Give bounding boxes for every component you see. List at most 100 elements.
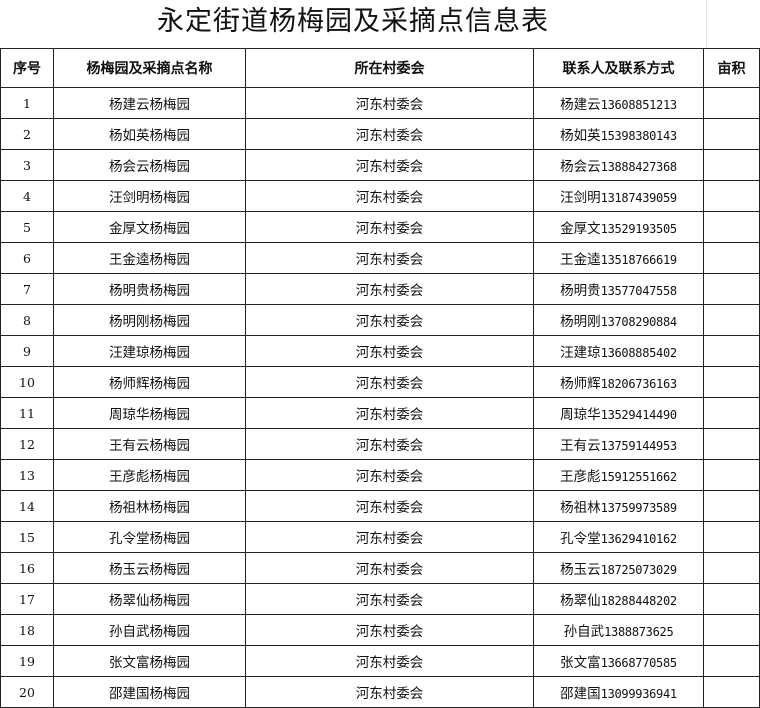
cell-village: 河东村委会 <box>245 335 534 367</box>
cell-area <box>703 87 760 119</box>
contact-name: 杨师辉 <box>560 376 601 392</box>
cell-name: 周琼华杨梅园 <box>53 397 246 429</box>
cell-contact: 张文富13668770585 <box>533 645 704 677</box>
contact-phone: 13577047558 <box>600 284 677 298</box>
cell-area <box>703 614 760 646</box>
cell-contact: 汪剑明13187439059 <box>533 180 704 212</box>
cell-contact: 杨会云13888427368 <box>533 149 704 181</box>
cell-name: 王有云杨梅园 <box>53 428 246 460</box>
contact-phone: 15912551662 <box>600 470 677 484</box>
contact-name: 孙自武 <box>563 624 605 640</box>
table-row: 12 王有云杨梅园 河东村委会 王有云13759144953 <box>0 428 760 460</box>
cell-area <box>703 211 760 243</box>
cell-no: 15 <box>0 521 54 553</box>
cell-contact: 孙自武1388873625 <box>533 614 704 646</box>
cell-name: 孙自武杨梅园 <box>53 614 246 646</box>
cell-village: 河东村委会 <box>245 304 534 336</box>
contact-phone: 13187439059 <box>600 191 677 205</box>
table-row: 10 杨师辉杨梅园 河东村委会 杨师辉18206736163 <box>0 366 760 398</box>
cell-name: 张文富杨梅园 <box>53 645 246 677</box>
cell-village: 河东村委会 <box>245 521 534 553</box>
cell-village: 河东村委会 <box>245 459 534 491</box>
contact-phone: 13759144953 <box>600 439 677 453</box>
cell-no: 20 <box>0 676 54 708</box>
table-row: 9 汪建琼杨梅园 河东村委会 汪建琼13608885402 <box>0 335 760 367</box>
contact-phone: 13529414490 <box>600 408 677 422</box>
cell-area <box>703 583 760 615</box>
header-no: 序号 <box>0 48 54 88</box>
cell-no: 13 <box>0 459 54 491</box>
contact-phone: 13608885402 <box>600 346 677 360</box>
contact-name: 杨祖林 <box>560 500 601 516</box>
cell-area <box>703 676 760 708</box>
cell-area <box>703 552 760 584</box>
table-row: 1 杨建云杨梅园 河东村委会 杨建云13608851213 <box>0 87 760 119</box>
cell-no: 2 <box>0 118 54 150</box>
cell-area <box>703 521 760 553</box>
header-name: 杨梅园及采摘点名称 <box>53 48 246 88</box>
contact-phone: 18206736163 <box>600 377 677 391</box>
cell-area <box>703 242 760 274</box>
contact-phone: 13518766619 <box>600 253 677 267</box>
table-row: 5 金厚文杨梅园 河东村委会 金厚文13529193505 <box>0 211 760 243</box>
contact-name: 杨翠仙 <box>560 593 601 609</box>
contact-name: 张文富 <box>560 655 601 671</box>
cell-no: 10 <box>0 366 54 398</box>
cell-no: 7 <box>0 273 54 305</box>
table-row: 6 王金逵杨梅园 河东村委会 王金逵13518766619 <box>0 242 760 274</box>
cell-area <box>703 366 760 398</box>
cell-name: 孔令堂杨梅园 <box>53 521 246 553</box>
cell-area <box>703 645 760 677</box>
header-contact: 联系人及联系方式 <box>533 48 704 88</box>
contact-phone: 15398380143 <box>600 129 677 143</box>
contact-name: 金厚文 <box>560 221 601 237</box>
cell-name: 汪剑明杨梅园 <box>53 180 246 212</box>
contact-name: 周琼华 <box>560 407 601 423</box>
cell-name: 王金逵杨梅园 <box>53 242 246 274</box>
cell-contact: 杨明贵13577047558 <box>533 273 704 305</box>
contact-phone: 1388873625 <box>604 625 674 639</box>
cell-village: 河东村委会 <box>245 397 534 429</box>
gridline <box>706 0 707 48</box>
contact-name: 王彦彪 <box>560 469 601 485</box>
cell-no: 9 <box>0 335 54 367</box>
page-title: 永定街道杨梅园及采摘点信息表 <box>157 6 549 37</box>
table-row: 16 杨玉云杨梅园 河东村委会 杨玉云18725073029 <box>0 552 760 584</box>
contact-name: 杨会云 <box>560 159 601 175</box>
contact-phone: 13608851213 <box>600 98 677 112</box>
cell-village: 河东村委会 <box>245 273 534 305</box>
table-row: 4 汪剑明杨梅园 河东村委会 汪剑明13187439059 <box>0 180 760 212</box>
table-row: 19 张文富杨梅园 河东村委会 张文富13668770585 <box>0 645 760 677</box>
cell-no: 17 <box>0 583 54 615</box>
cell-village: 河东村委会 <box>245 645 534 677</box>
contact-phone: 13759973589 <box>600 501 677 515</box>
cell-no: 6 <box>0 242 54 274</box>
cell-village: 河东村委会 <box>245 87 534 119</box>
cell-name: 杨明刚杨梅园 <box>53 304 246 336</box>
contact-name: 汪剑明 <box>560 190 601 206</box>
cell-contact: 孔令堂13629410162 <box>533 521 704 553</box>
table-row: 13 王彦彪杨梅园 河东村委会 王彦彪15912551662 <box>0 459 760 491</box>
cell-no: 16 <box>0 552 54 584</box>
contact-name: 孔令堂 <box>560 531 601 547</box>
contact-name: 杨建云 <box>560 97 601 113</box>
cell-area <box>703 149 760 181</box>
table-row: 17 杨翠仙杨梅园 河东村委会 杨翠仙18288448202 <box>0 583 760 615</box>
cell-no: 4 <box>0 180 54 212</box>
cell-village: 河东村委会 <box>245 149 534 181</box>
contact-phone: 13099936941 <box>600 687 677 701</box>
cell-contact: 杨祖林13759973589 <box>533 490 704 522</box>
table-row: 11 周琼华杨梅园 河东村委会 周琼华13529414490 <box>0 397 760 429</box>
cell-no: 8 <box>0 304 54 336</box>
cell-village: 河东村委会 <box>245 428 534 460</box>
contact-phone: 18288448202 <box>600 594 677 608</box>
cell-village: 河东村委会 <box>245 614 534 646</box>
cell-area <box>703 490 760 522</box>
cell-contact: 王有云13759144953 <box>533 428 704 460</box>
cell-no: 12 <box>0 428 54 460</box>
info-table: 序号 杨梅园及采摘点名称 所在村委会 联系人及联系方式 亩积 1 杨建云杨梅园 河东… <box>0 48 760 708</box>
cell-no: 14 <box>0 490 54 522</box>
cell-area <box>703 118 760 150</box>
cell-no: 11 <box>0 397 54 429</box>
cell-contact: 汪建琼13608885402 <box>533 335 704 367</box>
